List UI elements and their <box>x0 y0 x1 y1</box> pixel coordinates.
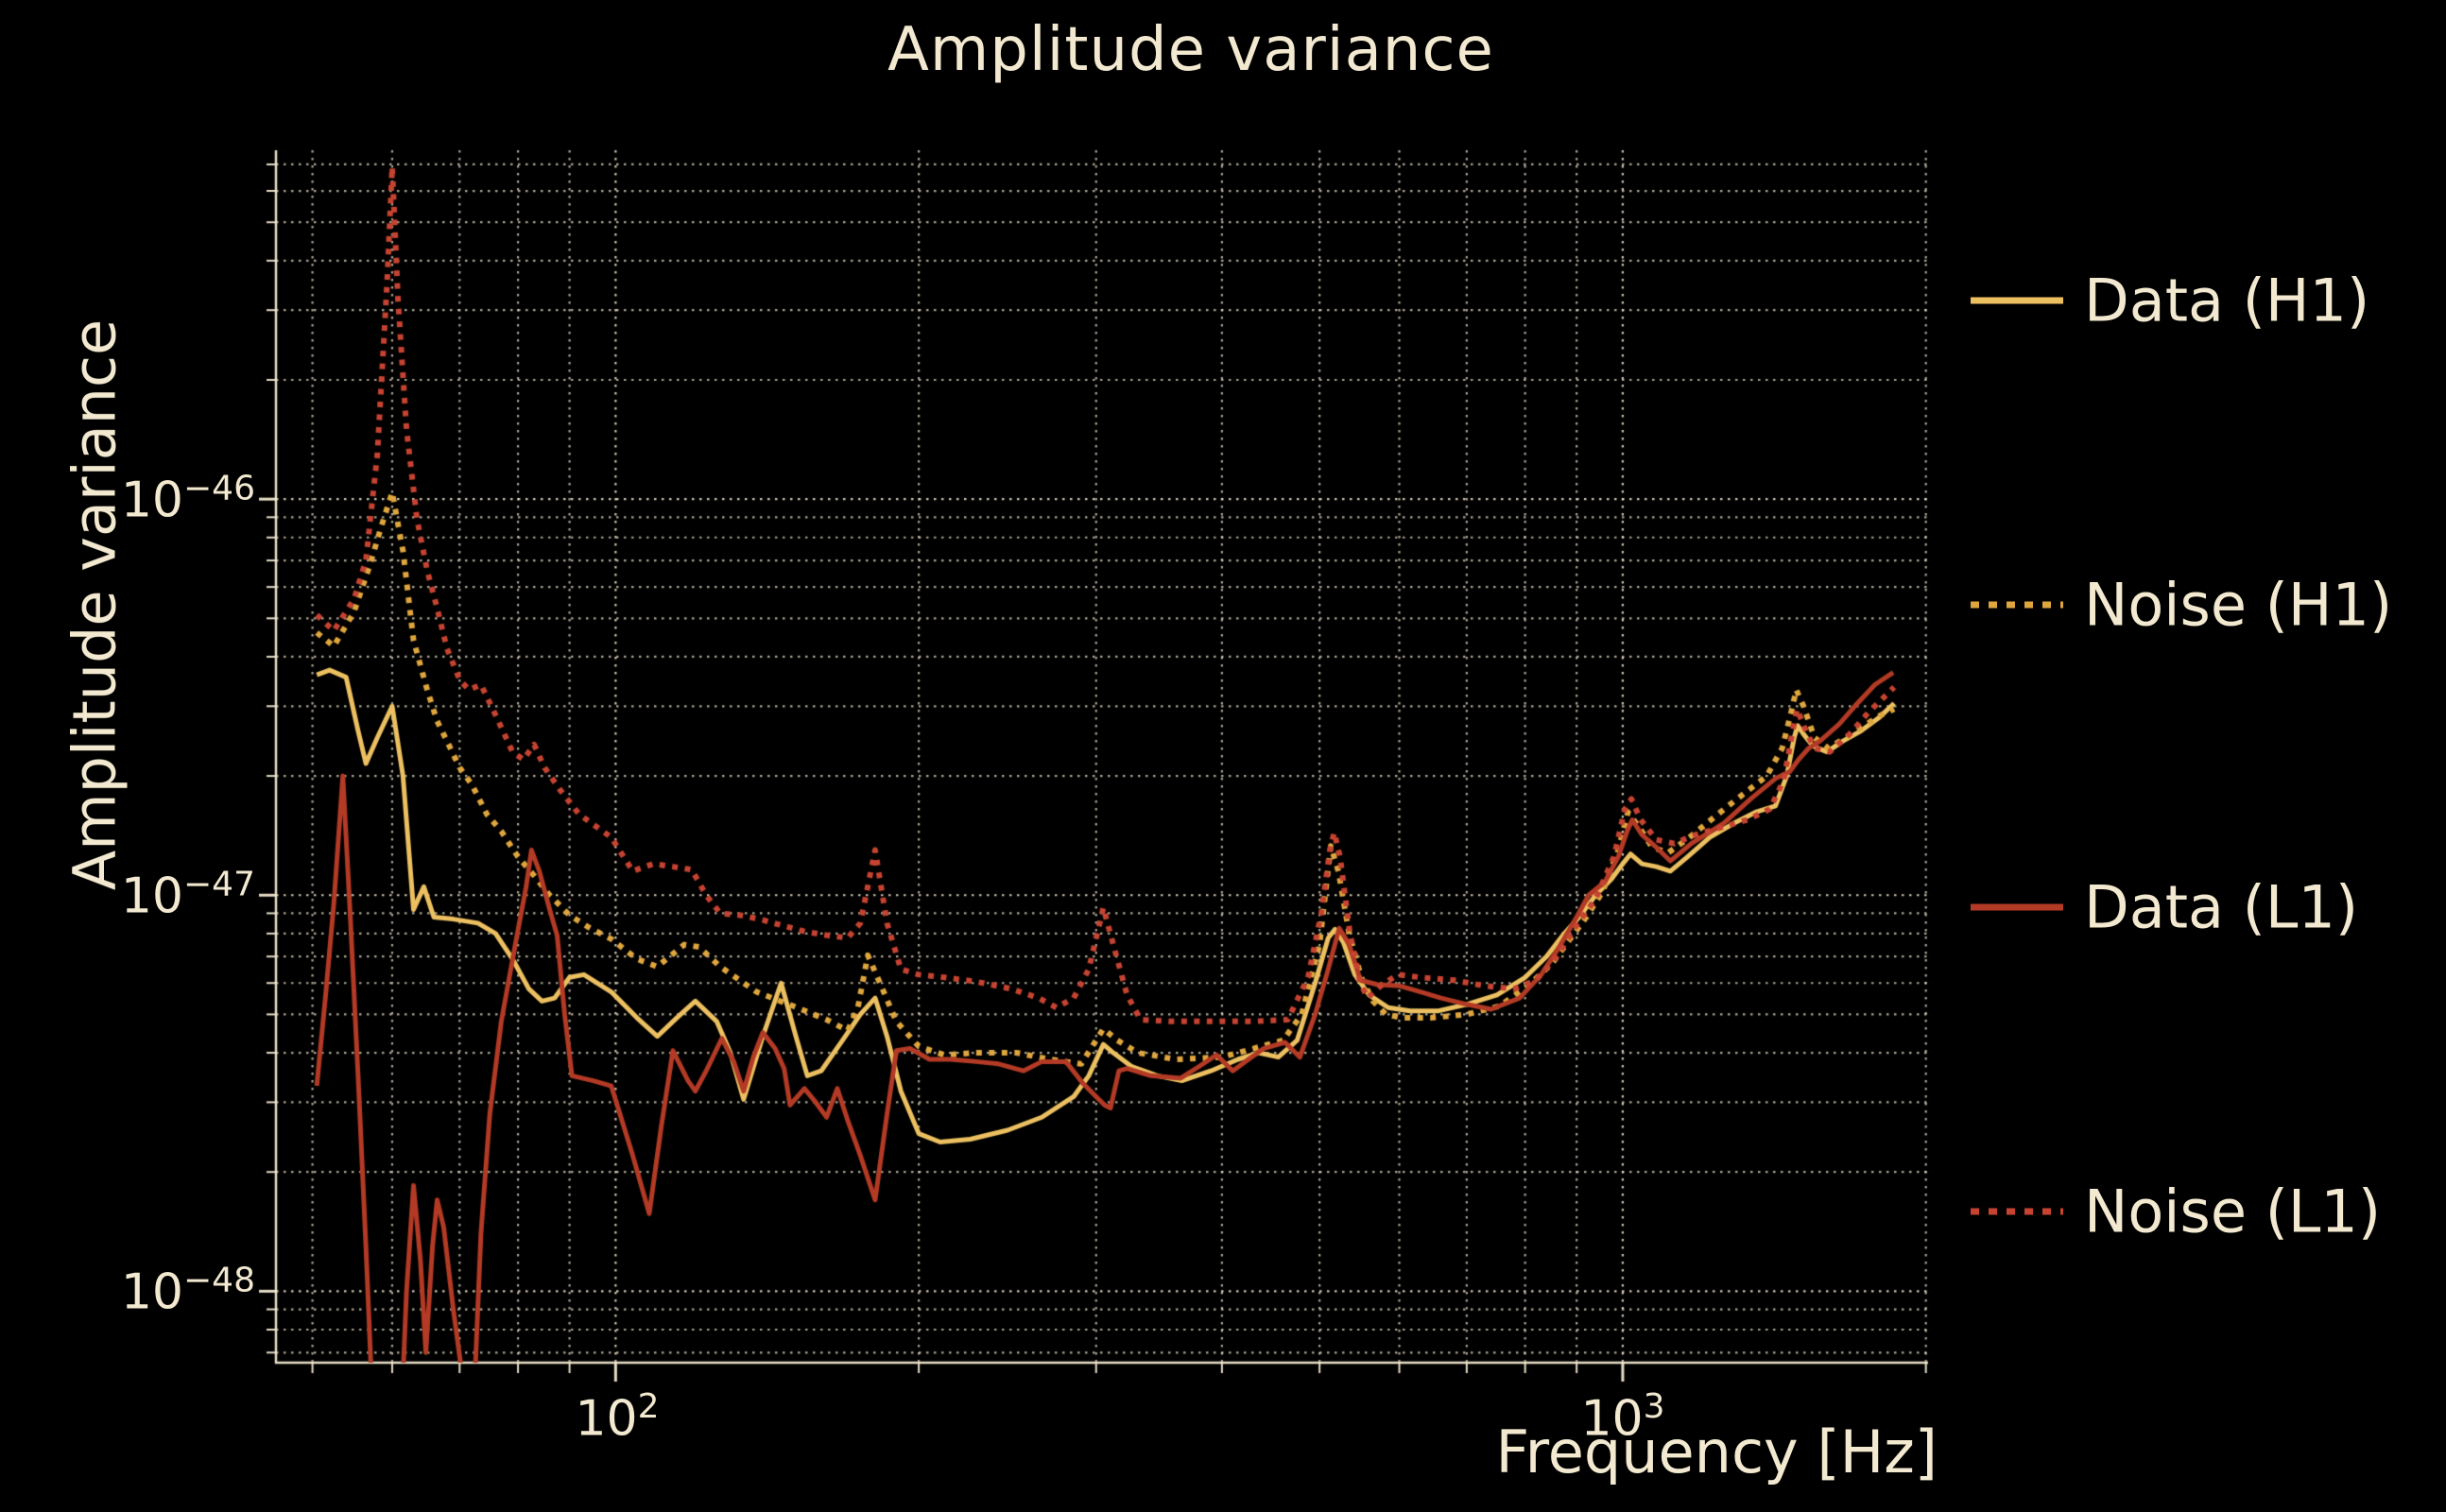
x-tick-1e3: 103 <box>1580 1387 1665 1448</box>
x-axis-label: Frequency [Hz] <box>1495 1418 1938 1486</box>
y-axis-label: Amplitude variance <box>60 318 129 891</box>
legend-line-sample-data-h1 <box>1971 297 2063 304</box>
legend-label-data-l1: Data (L1) <box>2084 872 2359 942</box>
legend-line-sample-noise-l1 <box>1971 1208 2063 1215</box>
legend-item-noise-h1: Noise (H1) <box>1971 571 2392 640</box>
legend-label-data-h1: Data (H1) <box>2084 266 2370 335</box>
y-tick-1e-48: 10−48 <box>120 1261 255 1321</box>
x-tick-1e2: 102 <box>575 1387 660 1448</box>
legend-label-noise-h1: Noise (H1) <box>2084 570 2393 640</box>
y-tick-1e-47: 10−47 <box>120 865 255 925</box>
legend-line-sample-noise-h1 <box>1971 601 2063 609</box>
legend: Data (H1) Noise (H1) Data (L1) Noise (L1… <box>1971 0 2443 1512</box>
legend-item-data-h1: Data (H1) <box>1971 266 2369 335</box>
y-tick-1e-46: 10−46 <box>120 469 255 529</box>
legend-item-data-l1: Data (L1) <box>1971 873 2358 942</box>
legend-line-sample-data-l1 <box>1971 903 2063 911</box>
legend-label-noise-l1: Noise (L1) <box>2084 1177 2382 1246</box>
legend-item-noise-l1: Noise (L1) <box>1971 1177 2381 1246</box>
chart-title: Amplitude variance <box>887 15 1494 85</box>
